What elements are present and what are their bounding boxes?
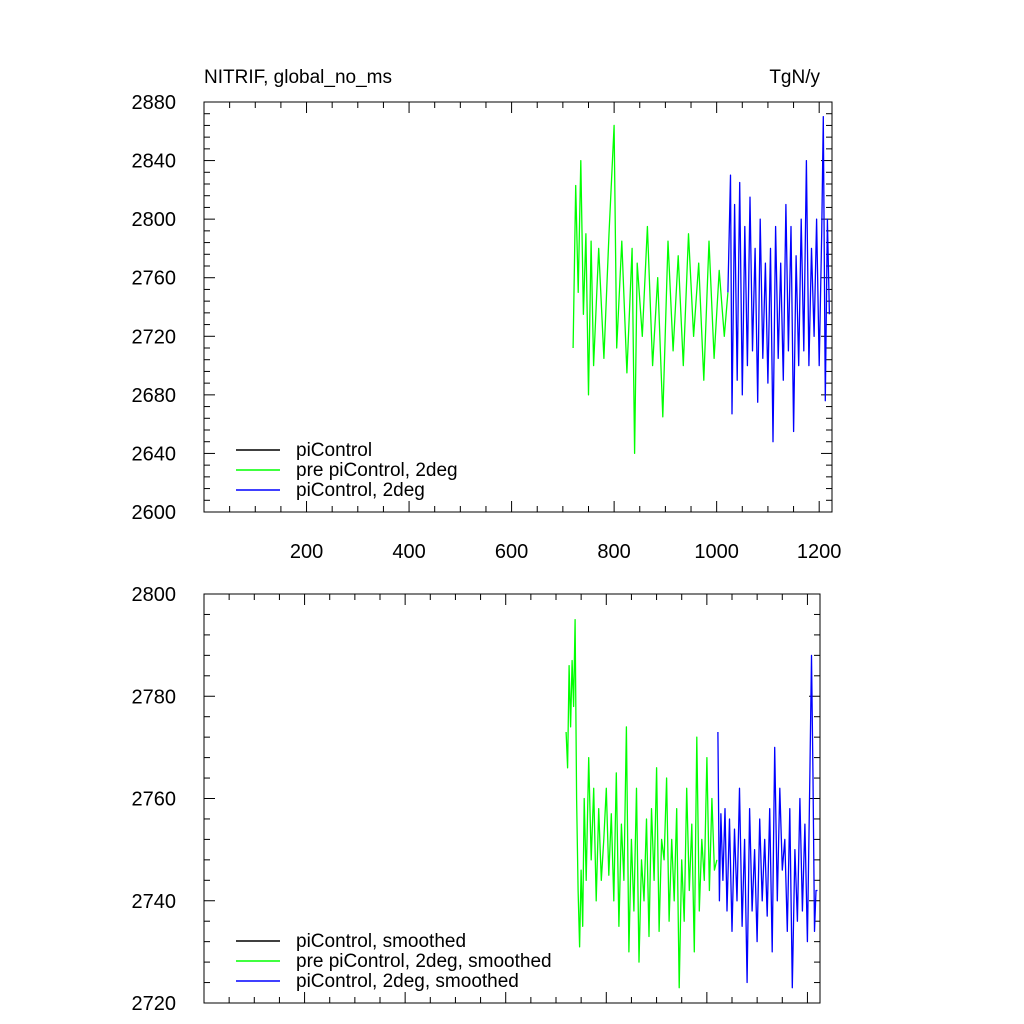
y-tick-label: 2800 [132, 209, 177, 231]
top-plot-panel: NITRIF, global_no_ms TgN/y 200 400 600 800 1… [132, 67, 842, 563]
y-tick-label: 2720 [132, 993, 177, 1015]
y-tick-label: 2600 [132, 502, 177, 524]
y-tick-label: 2720 [132, 326, 177, 348]
x-tick-label: 1200 [797, 541, 842, 563]
legend-label: piControl, 2deg, smoothed [296, 971, 519, 992]
y-tick-label: 2780 [132, 686, 177, 708]
top-plot-title: NITRIF, global_no_ms [204, 67, 392, 88]
x-tick-label: 800 [597, 541, 630, 563]
y-tick-label: 2760 [132, 268, 177, 290]
series-line-3 [717, 654, 818, 989]
y-tick-label: 2760 [132, 789, 177, 811]
x-tick-label: 1000 [694, 541, 739, 563]
y-tick-label: 2740 [132, 891, 177, 913]
x-tick-label: 400 [392, 541, 425, 563]
y-tick-label: 2640 [132, 443, 177, 465]
series-line-2 [572, 124, 729, 455]
top-plot-units: TgN/y [769, 67, 820, 88]
y-tick-label: 2680 [132, 385, 177, 407]
plot-frame [203, 101, 833, 513]
y-tick-label: 2880 [132, 92, 177, 114]
x-tick-label: 600 [495, 541, 528, 563]
series-line-2 [565, 618, 718, 989]
legend-label: pre piControl, 2deg, smoothed [296, 951, 552, 972]
y-tick-label: 2800 [132, 584, 177, 606]
x-tick-label: 200 [290, 541, 323, 563]
legend-label: piControl, smoothed [296, 931, 466, 952]
legend-label: piControl, 2deg [296, 480, 425, 501]
y-tick-label: 2840 [132, 151, 177, 173]
legend-label: piControl [296, 440, 372, 461]
legend-label: pre piControl, 2deg [296, 460, 458, 481]
series-line-3 [727, 115, 831, 443]
